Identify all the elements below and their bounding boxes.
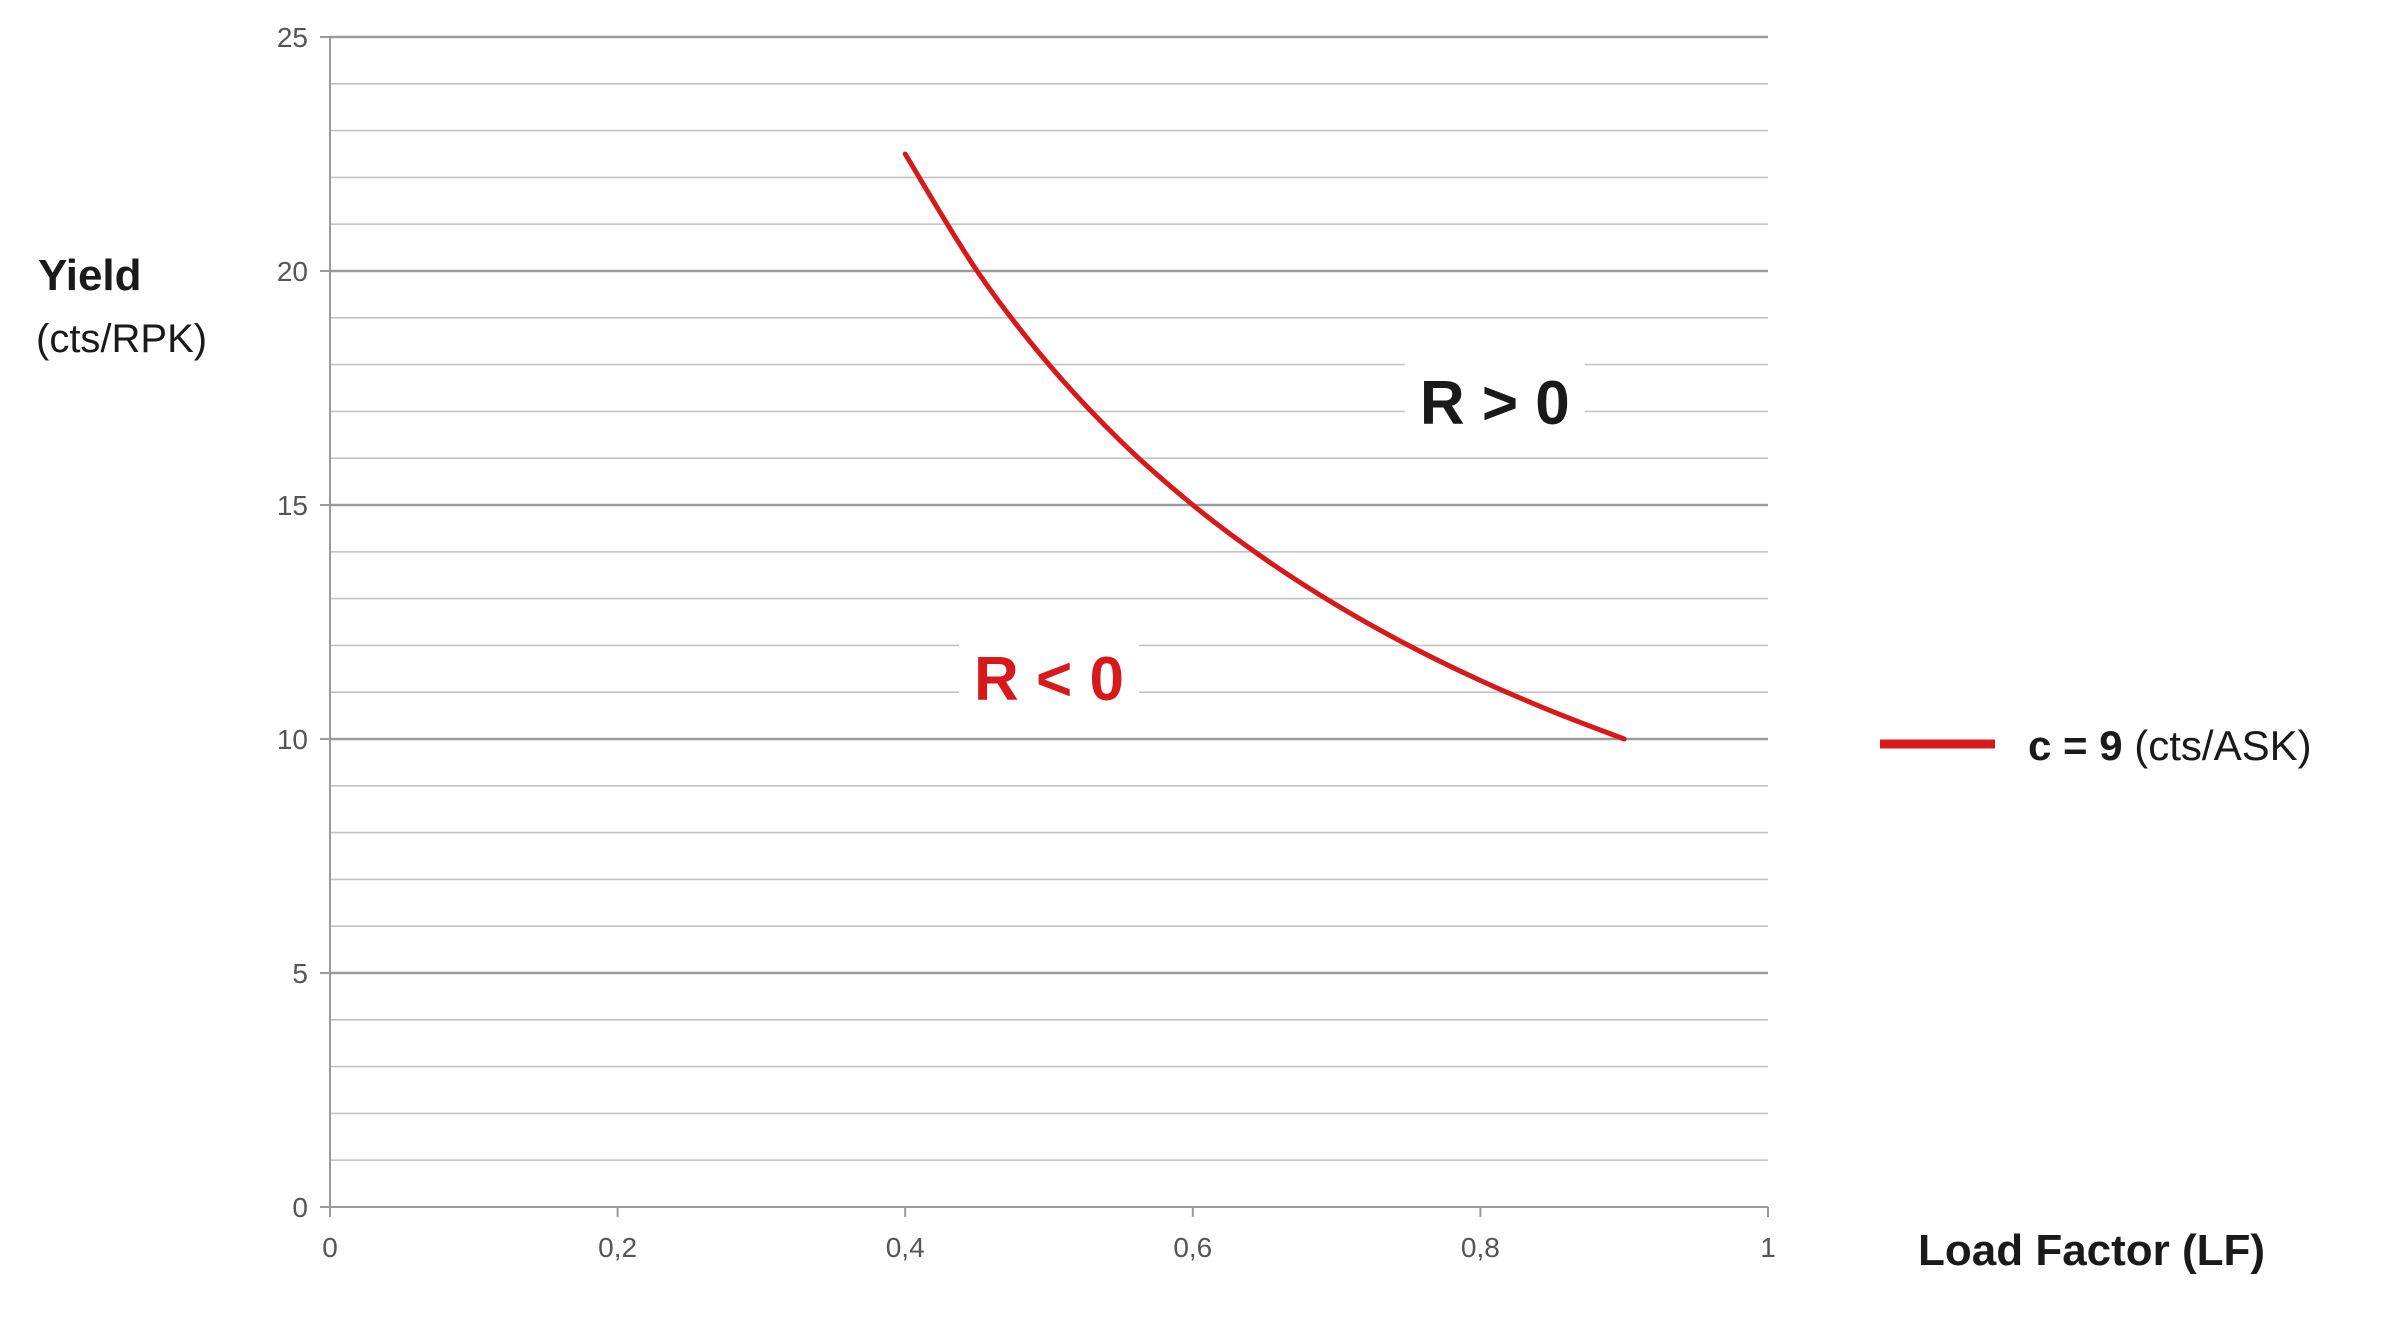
y-axis-title: Yield	[38, 251, 142, 300]
x-tick-label: 0	[322, 1232, 338, 1263]
y-tick-label: 20	[277, 256, 308, 287]
annotation-backdrop	[1404, 359, 1585, 446]
annotation-label: R < 0	[974, 645, 1124, 714]
annotation-label: R > 0	[1420, 369, 1570, 438]
x-tick-label: 1	[1760, 1232, 1776, 1263]
annotation-backdrop	[959, 635, 1139, 722]
legend: c = 9 (cts/ASK)	[1880, 722, 2312, 769]
grid-layer	[330, 35, 1768, 1161]
y-tick-label: 15	[277, 490, 308, 521]
x-axis-title: Load Factor (LF)	[1918, 1226, 2265, 1275]
x-tick-label: 0,2	[598, 1232, 637, 1263]
legend-label: c = 9 (cts/ASK)	[2028, 722, 2312, 769]
y-tick-label: 0	[292, 1192, 308, 1223]
x-tick-label: 0,4	[886, 1232, 925, 1263]
y-tick-label: 5	[292, 958, 308, 989]
annotation-layer: R > 0 R < 0	[959, 359, 1585, 722]
x-tick-label: 0,6	[1173, 1232, 1212, 1263]
series-line	[902, 151, 1627, 742]
series-layer	[902, 151, 1627, 742]
y-axis-unit: (cts/RPK)	[36, 317, 207, 361]
x-tick-label: 0,8	[1461, 1232, 1500, 1263]
y-tick-label: 10	[277, 724, 308, 755]
y-tick-label: 25	[277, 22, 308, 53]
